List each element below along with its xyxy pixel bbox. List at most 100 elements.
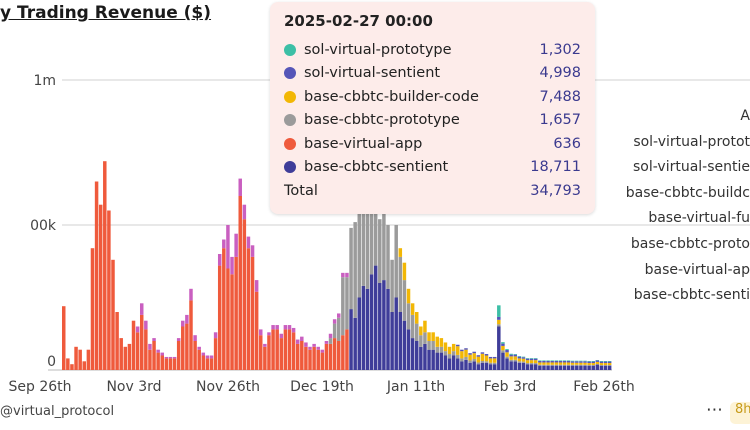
series-dot-icon: [284, 161, 296, 174]
bar-segment: [414, 341, 419, 370]
bar-segment: [554, 362, 559, 365]
bar-segment: [497, 324, 501, 327]
bar-segment: [529, 360, 534, 364]
bar-segment: [275, 325, 279, 330]
bar-segment: [361, 285, 366, 370]
bar-segment: [226, 225, 230, 269]
bar-segment: [353, 317, 357, 370]
bar-segment: [575, 364, 579, 366]
bar-segment: [189, 300, 193, 370]
bar-segment: [599, 361, 604, 364]
bar-segment: [242, 204, 247, 220]
bar-segment: [410, 338, 415, 370]
bar-segment: [562, 365, 567, 370]
bar-segment: [341, 335, 345, 370]
bar-segment: [575, 360, 579, 362]
bar-segment: [497, 326, 501, 370]
bar-segment: [217, 254, 222, 266]
bar-segment: [546, 362, 550, 365]
bar-segment: [480, 361, 485, 363]
bar-segment: [517, 361, 522, 363]
bar-segment: [488, 356, 493, 359]
tooltip-row: base-cbbtc-builder-code 7,488: [284, 85, 581, 109]
bar-segment: [123, 346, 128, 370]
bar-segment: [575, 362, 579, 365]
series-dot-icon: [284, 90, 296, 103]
series-dot-icon: [284, 43, 296, 56]
bar-segment: [156, 352, 160, 370]
bar-segment: [501, 350, 505, 353]
bar-segment: [234, 256, 238, 370]
bar-segment: [587, 365, 591, 370]
bar-segment: [312, 343, 316, 347]
bar-segment: [115, 312, 119, 370]
bar-segment: [369, 207, 374, 275]
bar-segment: [591, 365, 595, 370]
bar-segment: [603, 365, 608, 370]
bar-segment: [534, 363, 538, 365]
legend-item[interactable]: sol-virtual-protot: [633, 133, 750, 150]
bar-segment: [431, 349, 435, 370]
bar-segment: [505, 352, 509, 357]
bar-segment: [497, 305, 501, 317]
bar-segment: [156, 349, 160, 353]
tooltip-total-value: 34,793: [530, 182, 581, 199]
series-dot-icon: [284, 67, 296, 80]
bar-segment: [209, 358, 214, 370]
legend-item[interactable]: base-virtual-fu: [648, 210, 750, 227]
bar-segment: [468, 362, 472, 370]
bar-segment: [509, 361, 513, 370]
x-tick-label: Jan 11th: [386, 379, 445, 395]
bar-segment: [488, 358, 493, 363]
bar-segment: [439, 346, 444, 353]
bar-segment: [492, 358, 497, 363]
bar-segment: [345, 277, 349, 330]
x-tick-label: Sep 26th: [8, 379, 71, 395]
author-handle[interactable]: @virtual_protocol: [0, 404, 115, 419]
bar-segment: [172, 358, 177, 370]
bar-segment: [562, 364, 567, 366]
bar-segment: [328, 343, 333, 370]
bars: [62, 161, 612, 370]
bar-segment: [451, 343, 456, 352]
bar-segment: [107, 210, 111, 370]
bar-segment: [529, 364, 534, 370]
bar-segment: [517, 358, 522, 362]
bar-segment: [447, 354, 452, 359]
bar-segment: [332, 323, 337, 339]
bar-segment: [337, 317, 341, 341]
bar-segment: [566, 362, 571, 365]
more-options-icon[interactable]: ⋯: [706, 400, 723, 420]
bar-segment: [550, 362, 554, 365]
bar-segment: [332, 338, 337, 370]
bar-segment: [570, 360, 575, 362]
bar-segment: [546, 365, 550, 370]
bar-segment: [456, 344, 460, 347]
tooltip-series-name: base-cbbtc-builder-code: [304, 88, 479, 105]
bar-segment: [534, 358, 538, 361]
bar-segment: [127, 343, 132, 370]
legend-item[interactable]: base-cbbtc-proto: [630, 235, 750, 252]
bar-segment: [558, 362, 563, 365]
legend-item[interactable]: base-cbbtc-buildc: [625, 184, 750, 201]
bar-segment: [414, 323, 419, 341]
bar-segment: [509, 356, 513, 360]
bar-segment: [558, 361, 563, 363]
bar-segment: [472, 361, 476, 370]
bar-segment: [521, 362, 526, 370]
bar-segment: [160, 352, 164, 356]
legend-item[interactable]: base-virtual-ap: [644, 261, 750, 278]
bar-segment: [254, 280, 259, 292]
legend-item[interactable]: sol-virtual-sentie: [632, 159, 750, 176]
bar-segment: [583, 362, 587, 365]
legend-item[interactable]: base-cbbtc-senti: [633, 287, 750, 304]
bar-segment: [78, 349, 82, 370]
legend-item[interactable]: A: [740, 108, 750, 124]
bar-segment: [599, 361, 604, 362]
bar-segment: [435, 346, 439, 353]
bar-segment: [443, 355, 448, 370]
bar-segment: [464, 349, 468, 357]
bar-segment: [603, 361, 608, 362]
bar-segment: [472, 351, 476, 354]
bar-segment: [529, 358, 534, 361]
